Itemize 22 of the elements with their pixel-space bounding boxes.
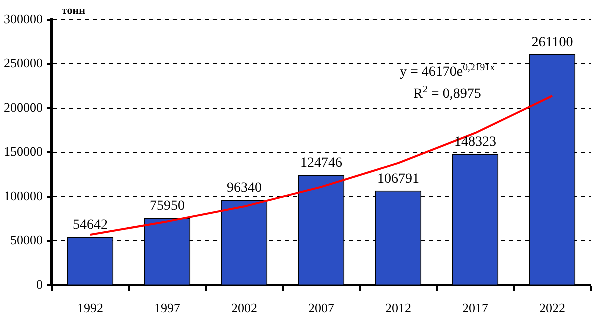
data-label: 54642 — [73, 218, 108, 234]
y-tick-label: 50000 — [10, 232, 43, 248]
y-tick-label: 150000 — [4, 144, 43, 160]
x-tick-label: 1992 — [78, 300, 104, 316]
y-tick-label: 250000 — [4, 56, 43, 71]
x-tick-label: 2007 — [308, 300, 335, 316]
data-label: 106791 — [378, 172, 420, 187]
y-tick-label: 100000 — [4, 188, 43, 204]
y-tick-label: 300000 — [4, 11, 43, 26]
data-label: 96340 — [227, 181, 262, 196]
y-tick-label: 0 — [36, 276, 43, 292]
y-tick-label: 200000 — [4, 100, 43, 115]
x-tick-label: 1997 — [154, 300, 181, 316]
x-tick-label: 2017 — [462, 300, 489, 316]
data-label: 261100 — [532, 35, 574, 50]
y-axis-title: тонн — [62, 5, 86, 17]
x-tick-label: 2002 — [232, 300, 258, 316]
data-label: 75950 — [150, 199, 185, 214]
x-tick-label: 2022 — [540, 300, 566, 316]
data-label: 148323 — [454, 135, 496, 150]
data-label: 124746 — [300, 156, 342, 172]
x-tick-label: 2012 — [386, 300, 412, 316]
